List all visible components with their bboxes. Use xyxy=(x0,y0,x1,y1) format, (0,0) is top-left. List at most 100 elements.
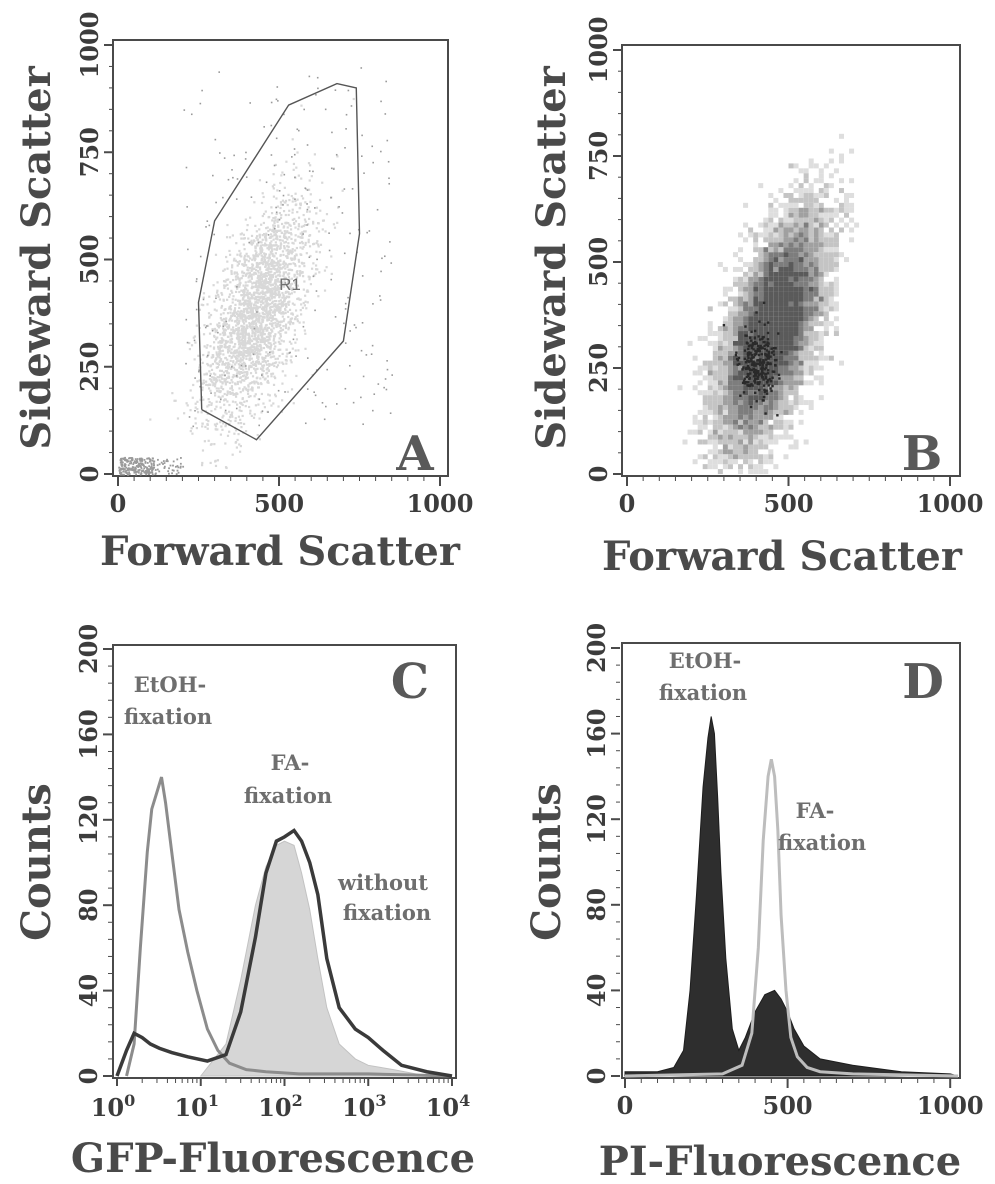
scatter-point xyxy=(232,331,235,334)
scatter-point xyxy=(271,355,274,358)
scatter-point xyxy=(240,293,243,297)
scatter-point xyxy=(258,286,262,289)
density-cell xyxy=(783,454,789,460)
scatter-point xyxy=(258,236,262,239)
scatter-point xyxy=(248,311,251,314)
scatter-point xyxy=(256,277,259,280)
scatter-point xyxy=(276,322,279,326)
scatter-point xyxy=(307,206,310,209)
panel-b-y-tick-label: 0 xyxy=(584,466,613,483)
density-cell xyxy=(808,217,814,223)
density-cell xyxy=(753,385,759,391)
scatter-point xyxy=(217,326,221,329)
scatter-point xyxy=(240,401,243,405)
density-cell xyxy=(783,257,789,263)
scatter-point xyxy=(250,234,254,238)
density-cell xyxy=(778,395,784,401)
density-cell xyxy=(763,311,769,317)
core-point xyxy=(764,352,767,356)
scatter-point xyxy=(266,367,269,370)
scatter-point xyxy=(267,314,270,317)
density-cell xyxy=(727,370,733,376)
scatter-point xyxy=(288,223,291,226)
debris-point xyxy=(119,473,122,476)
density-cell xyxy=(717,395,723,401)
outlier-point xyxy=(186,206,188,208)
outlier-point xyxy=(233,154,235,157)
density-cell xyxy=(738,449,744,455)
outlier-point xyxy=(391,374,393,376)
scatter-point xyxy=(241,397,244,400)
density-cell xyxy=(803,168,809,174)
density-cell xyxy=(783,291,789,297)
scatter-point xyxy=(273,224,277,228)
density-cell xyxy=(738,360,744,366)
scatter-point xyxy=(221,340,224,343)
scatter-point xyxy=(238,290,241,294)
density-cell xyxy=(773,370,779,376)
density-cell xyxy=(778,316,784,322)
density-cell xyxy=(717,355,723,361)
scatter-point xyxy=(279,244,282,247)
scatter-point xyxy=(245,272,248,275)
density-cell xyxy=(808,212,814,218)
density-cell xyxy=(692,429,698,435)
scatter-point xyxy=(227,335,230,338)
scatter-point xyxy=(258,438,261,441)
scatter-point xyxy=(244,344,247,347)
scatter-point xyxy=(298,265,301,268)
debris-point xyxy=(177,471,180,474)
core-point xyxy=(766,379,770,382)
scatter-point xyxy=(302,224,305,228)
scatter-point xyxy=(264,275,267,278)
outlier-point xyxy=(250,196,253,198)
density-cell xyxy=(743,296,749,302)
scatter-point xyxy=(237,352,240,355)
density-cell xyxy=(808,183,814,189)
density-cell xyxy=(753,345,759,351)
scatter-point xyxy=(250,293,253,296)
density-cell xyxy=(813,345,819,351)
scatter-point xyxy=(262,337,265,341)
scatter-point xyxy=(247,384,250,387)
density-cell xyxy=(793,262,799,267)
density-cell xyxy=(798,395,804,401)
density-cell xyxy=(768,271,774,277)
scatter-point xyxy=(243,295,246,298)
scatter-point xyxy=(261,258,264,262)
debris-point xyxy=(132,468,135,471)
density-cell xyxy=(783,331,789,337)
scatter-point xyxy=(221,360,225,363)
density-cell xyxy=(818,227,824,233)
core-point xyxy=(747,351,751,354)
core-point xyxy=(754,368,757,372)
density-cell xyxy=(803,207,809,213)
density-cell xyxy=(833,242,839,248)
density-cell xyxy=(692,414,698,420)
density-cell xyxy=(732,449,738,455)
core-point xyxy=(757,335,760,338)
annotation-d-etoh-line2: fixation xyxy=(659,680,747,705)
scatter-point xyxy=(238,249,241,253)
outlier-point xyxy=(344,146,346,149)
scatter-point xyxy=(238,409,241,412)
scatter-point xyxy=(232,328,235,332)
density-cell xyxy=(768,252,774,258)
scatter-point xyxy=(259,344,262,347)
density-cell xyxy=(783,262,789,267)
core-point xyxy=(743,377,746,380)
density-cell xyxy=(768,266,774,272)
panel-a-letter: A xyxy=(395,426,434,482)
scatter-point xyxy=(295,374,298,378)
density-cell xyxy=(783,311,789,317)
density-cell xyxy=(758,444,764,450)
density-cell xyxy=(753,439,759,445)
scatter-point xyxy=(249,240,252,244)
scatter-point xyxy=(208,383,211,386)
outlier-point xyxy=(232,176,234,179)
scatter-point xyxy=(266,354,270,357)
density-cell xyxy=(707,360,713,366)
core-point xyxy=(763,323,766,326)
density-cell xyxy=(732,419,738,425)
debris-point xyxy=(137,466,139,468)
